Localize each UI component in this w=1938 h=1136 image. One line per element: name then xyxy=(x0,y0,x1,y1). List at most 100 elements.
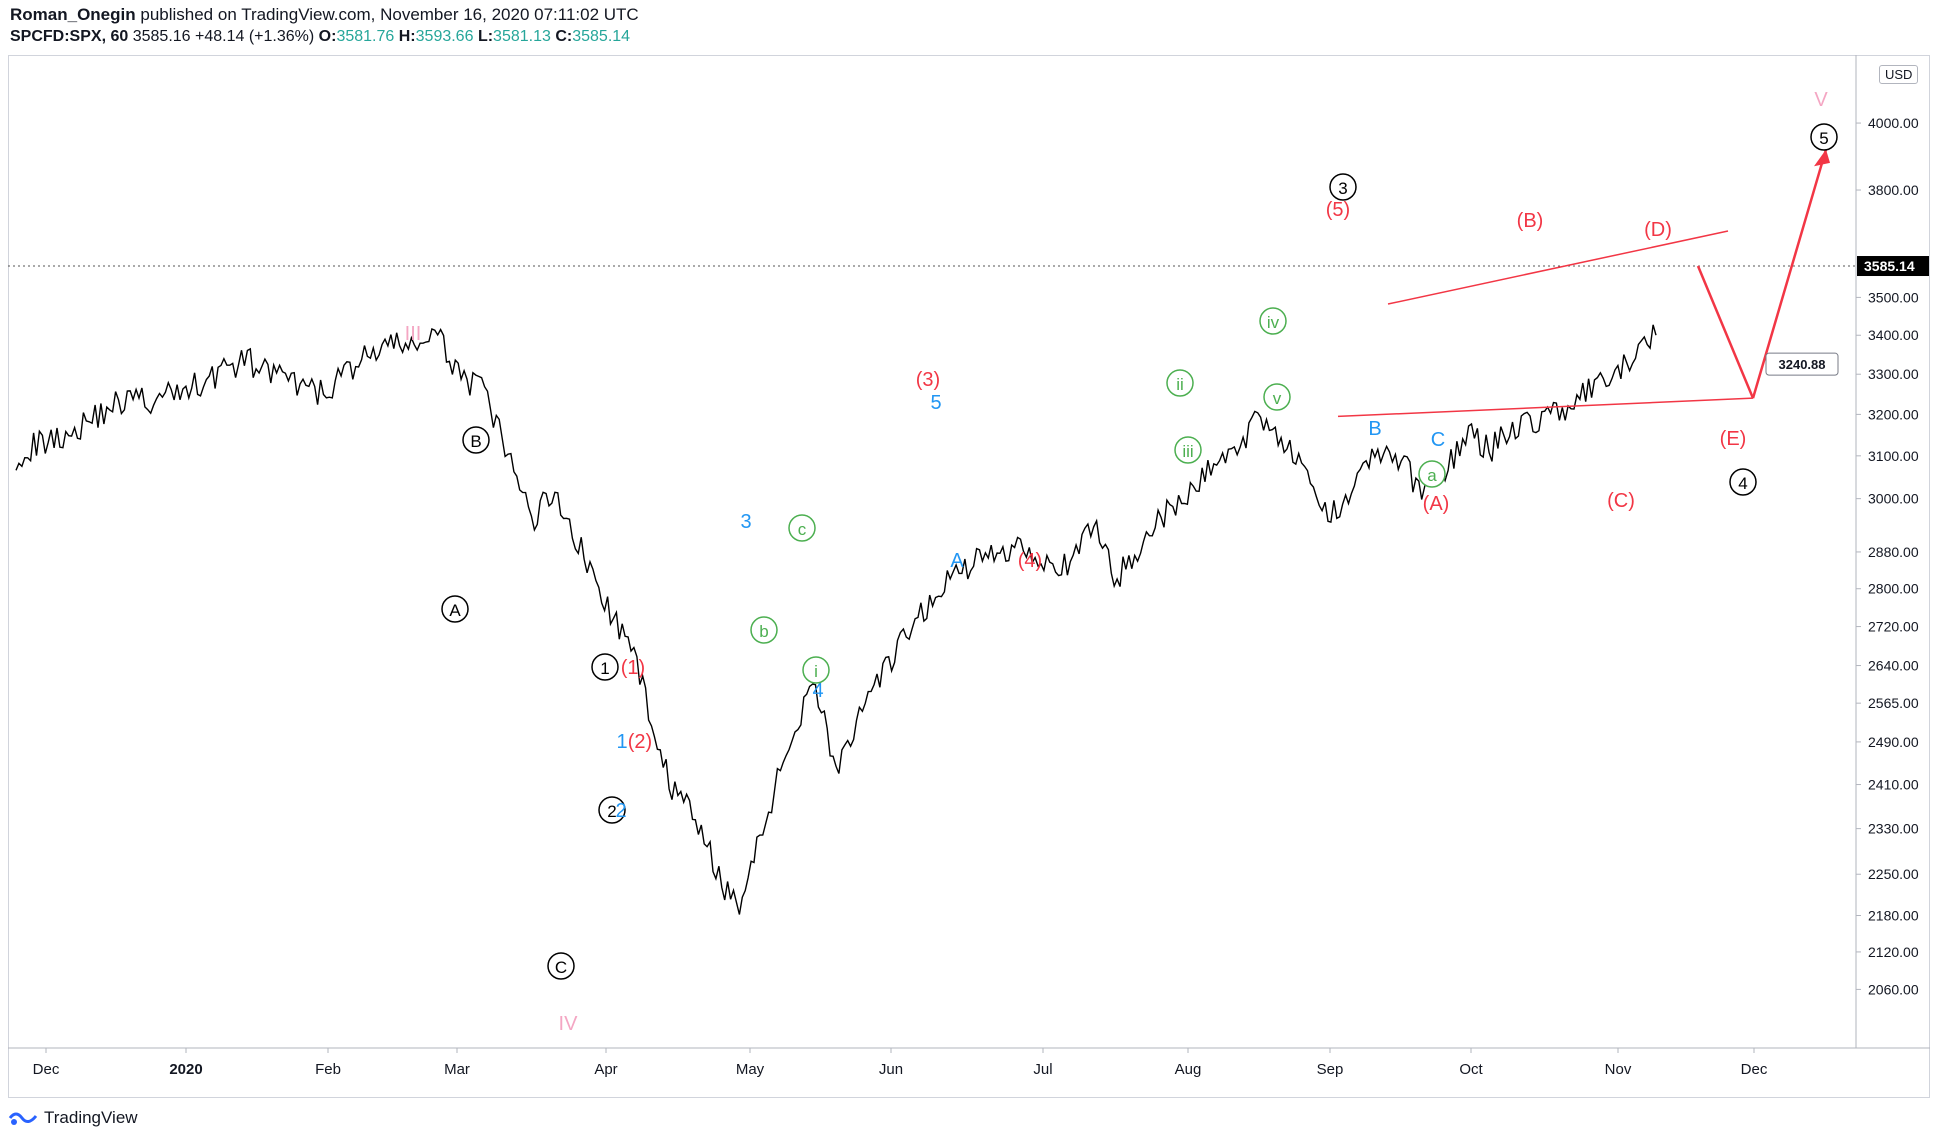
target-label: 3240.88 xyxy=(1779,357,1826,372)
wave-label: ii xyxy=(1176,375,1184,394)
price-change: +48.14 (+1.36%) xyxy=(195,28,315,45)
wave-label: III xyxy=(405,323,422,345)
tradingview-brand[interactable]: TradingView xyxy=(44,1108,138,1127)
chart-area[interactable]: 4000.00 3800.00 3500.00 3400.00 3300.00 3200.… xyxy=(8,55,1930,1098)
x-tick-label: Aug xyxy=(1175,1061,1202,1078)
symbol-info: SPCFD:SPX, 60 3585.16 +48.14 (+1.36%) O:… xyxy=(10,26,1928,48)
author-name[interactable]: Roman_Onegin xyxy=(10,5,136,24)
y-tick-label: 3000.00 xyxy=(1868,491,1919,507)
wave-label: 2 xyxy=(607,802,616,821)
wave-label: IV xyxy=(559,1013,579,1035)
wave-label: 1 xyxy=(600,659,609,678)
wave-label: (2) xyxy=(628,731,652,753)
tradingview-logo-icon[interactable] xyxy=(8,1108,38,1128)
wave-label: (B) xyxy=(1517,210,1544,232)
target-box xyxy=(1765,352,1839,376)
wave-label-circle xyxy=(788,514,816,542)
y-tick-label: 2490.00 xyxy=(1868,734,1919,750)
wave-label-circle xyxy=(750,616,778,644)
wave-label: (A) xyxy=(1423,493,1450,515)
y-tick-label: 3100.00 xyxy=(1868,448,1919,464)
y-tick-label: 3200.00 xyxy=(1868,406,1919,422)
x-tick-label: Oct xyxy=(1459,1061,1483,1078)
chart-border xyxy=(8,55,1930,1098)
x-tick-label: Dec xyxy=(33,1061,60,1078)
x-tick-label: Jul xyxy=(1033,1061,1052,1078)
y-tick-label: 2800.00 xyxy=(1868,581,1919,597)
y-tick-label: 2565.00 xyxy=(1868,695,1919,711)
y-tick-label: 2060.00 xyxy=(1868,981,1919,997)
wave-label: A xyxy=(449,601,461,620)
open-label: O: xyxy=(318,28,337,45)
close-label: C: xyxy=(555,28,573,45)
y-tick-label: 3800.00 xyxy=(1868,182,1919,198)
wave-label: iv xyxy=(1267,313,1280,332)
wave-label-circle xyxy=(598,796,626,824)
wave-label-circle xyxy=(1329,173,1357,201)
wave-label: C xyxy=(555,958,567,977)
publish-text: published on TradingView.com, November 1… xyxy=(140,5,639,24)
projection-up xyxy=(1751,149,1828,399)
wave-label: (5) xyxy=(1326,199,1350,221)
wave-label-circle xyxy=(802,656,830,684)
wave-label: b xyxy=(759,622,768,641)
upper-trendline xyxy=(1387,230,1729,305)
wave-label: (3) xyxy=(916,369,940,391)
x-tick-label: 2020 xyxy=(169,1061,202,1078)
wave-label: iii xyxy=(1182,442,1193,461)
wave-label-circle xyxy=(462,426,490,454)
footer: TradingView xyxy=(8,1104,138,1132)
wave-label: V xyxy=(1814,89,1828,111)
wave-label: B xyxy=(1368,418,1381,440)
projection-down xyxy=(1696,265,1755,399)
wave-label-circle xyxy=(1166,369,1194,397)
y-tick-label: 2250.00 xyxy=(1868,866,1919,882)
wave-label-circle xyxy=(1729,468,1757,496)
high-value: 3593.66 xyxy=(415,28,474,45)
low-value: 3581.13 xyxy=(493,28,551,45)
wave-label: a xyxy=(1427,466,1437,485)
x-tick-label: May xyxy=(736,1061,765,1078)
x-tick-label: Feb xyxy=(315,1061,341,1078)
y-tick-label: 2880.00 xyxy=(1868,544,1919,560)
price-chart[interactable]: 4000.00 3800.00 3500.00 3400.00 3300.00 3200.… xyxy=(8,55,1930,1098)
x-tick-label: Nov xyxy=(1605,1061,1632,1078)
last-price-label: 3585.14 xyxy=(1864,258,1915,274)
lower-trendline xyxy=(1337,397,1754,418)
projection-arrowhead xyxy=(1814,149,1830,167)
x-tick-label: Apr xyxy=(594,1061,617,1078)
wave-label: 5 xyxy=(930,392,941,414)
last-price-tag xyxy=(1857,256,1929,277)
y-tick-label: 2410.00 xyxy=(1868,777,1919,793)
wave-label: i xyxy=(814,662,818,681)
wave-label: v xyxy=(1273,389,1282,408)
y-tick-label: 2640.00 xyxy=(1868,658,1919,674)
publish-info: Roman_Onegin published on TradingView.co… xyxy=(10,4,1928,26)
wave-label-circle xyxy=(1259,307,1287,335)
x-tick-label: Jun xyxy=(879,1061,903,1078)
y-tick-label: 2180.00 xyxy=(1868,907,1919,923)
wave-label: (C) xyxy=(1607,490,1635,512)
y-tick-label: 2120.00 xyxy=(1868,944,1919,960)
wave-label: c xyxy=(798,520,807,539)
wave-label: (4) xyxy=(1018,550,1042,572)
wave-label: 2 xyxy=(615,800,626,822)
price-series-line xyxy=(15,324,1657,915)
wave-label: (1) xyxy=(621,657,645,679)
wave-label-circle xyxy=(441,595,469,623)
wave-label: 4 xyxy=(812,680,823,702)
wave-label-circle xyxy=(1418,460,1446,488)
y-tick-label: 2330.00 xyxy=(1868,821,1919,837)
currency-badge[interactable]: USD xyxy=(1879,65,1919,84)
wave-label-circle xyxy=(547,952,575,980)
wave-label-circle xyxy=(1174,436,1202,464)
y-tick-label: 3400.00 xyxy=(1868,327,1919,343)
symbol-name[interactable]: SPCFD:SPX, 60 xyxy=(10,28,129,45)
x-tick-label: Sep xyxy=(1317,1061,1344,1078)
y-tick-label: 3300.00 xyxy=(1868,366,1919,382)
wave-label: 5 xyxy=(1819,129,1828,148)
open-value: 3581.76 xyxy=(336,28,395,45)
wave-label: 4 xyxy=(1738,474,1747,493)
wave-label-circle xyxy=(1263,383,1291,411)
wave-label: (D) xyxy=(1644,219,1672,241)
